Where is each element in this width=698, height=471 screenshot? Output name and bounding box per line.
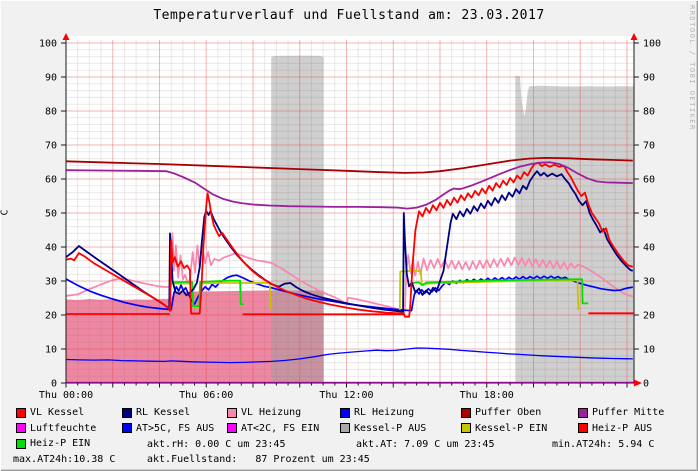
series-heiz-p-ein-line <box>173 279 244 308</box>
y-label-right: 40 <box>643 243 655 254</box>
legend-swatch <box>340 423 350 433</box>
series-puffer-oben-line <box>65 156 633 174</box>
legend-label: VL Kessel <box>30 407 85 418</box>
y-label-right: 60 <box>643 175 655 186</box>
y-label-right: 0 <box>643 379 649 390</box>
area-fuellstand-gray-a <box>271 55 324 383</box>
legend-label: Puffer Oben <box>475 407 542 418</box>
y-label-left: 40 <box>45 243 57 254</box>
y-label-left: 80 <box>45 107 57 118</box>
legend-label: Puffer Mitte <box>592 407 665 418</box>
legend-label: Heiz-P AUS <box>592 422 653 434</box>
graph-title: Temperaturverlauf und Fuellstand am: 23.… <box>153 8 545 23</box>
legend-swatch <box>578 407 588 418</box>
legend-label: Heiz-P EIN <box>30 438 91 449</box>
arrow-up-right <box>630 33 638 40</box>
legend-swatch <box>578 423 588 433</box>
y-label-left: 60 <box>45 175 57 186</box>
y-label-left: 50 <box>45 209 57 220</box>
legend-label: AT>5C, FS AUS <box>136 422 215 434</box>
stat-min-at24h: min.AT24h: 5.94 C <box>552 439 655 450</box>
legend-label: VL Heizung <box>241 407 302 418</box>
rrdtool-watermark: RRDTOOL / TOBI OETIKER <box>688 5 696 131</box>
legend-item-at-2c-fs-ein: AT<2C, FS EIN <box>227 423 319 434</box>
area-fuellstand-gray-b <box>515 75 634 383</box>
x-label: Thu 18:00 <box>460 390 514 401</box>
arrow-right-x <box>634 379 642 387</box>
series-rl-kessel-line <box>65 170 634 313</box>
x-label: Thu 06:00 <box>179 390 233 401</box>
legend-item-puffer-mitte: Puffer Mitte <box>578 407 664 418</box>
legend-item-heiz-p-ein: Heiz-P EIN <box>16 438 90 449</box>
y-label-right: 10 <box>643 345 655 356</box>
legend-item-at-5c-fs-aus: AT>5C, FS AUS <box>122 423 214 434</box>
series-puffer-mitte-line <box>65 161 633 210</box>
y-label-right: 90 <box>643 73 655 84</box>
y-label-right: 80 <box>643 107 655 118</box>
series-vl-kessel-line <box>65 161 634 318</box>
legend-swatch <box>122 423 132 433</box>
legend-label: RL Kessel <box>136 407 191 418</box>
y-label-right: 50 <box>643 209 655 220</box>
legend-swatch <box>227 407 237 418</box>
legend-label: Luftfeuchte <box>30 422 97 434</box>
legend-label: Kessel-P AUS <box>354 422 427 434</box>
stat-fuellstand: akt.Fuellstand: 87 Prozent um 23:45 <box>147 454 370 465</box>
y-label-left: 90 <box>45 73 57 84</box>
y-label-left: 10 <box>45 345 57 356</box>
legend-swatch <box>122 407 132 418</box>
legend-item-kessel-p-ein: Kessel-P EIN <box>461 423 547 434</box>
y-label-left: 100 <box>39 39 57 50</box>
legend-item-vl-kessel: VL Kessel <box>16 407 84 418</box>
y-label-left: 30 <box>45 277 57 288</box>
stat-akt-rh: akt.rH: 0.00 C um 23:45 <box>147 439 286 450</box>
legend-item-heiz-p-aus: Heiz-P AUS <box>578 423 652 434</box>
y-label-left: 20 <box>45 311 57 322</box>
y-label-right: 100 <box>643 39 661 50</box>
legend-label: RL Heizung <box>354 407 415 418</box>
legend-swatch <box>461 423 471 433</box>
legend-item-luftfeuchte: Luftfeuchte <box>16 423 96 434</box>
legend-label: AT<2C, FS EIN <box>241 422 320 434</box>
legend-label: Kessel-P EIN <box>475 422 548 434</box>
x-label: Thu 00:00 <box>39 390 93 401</box>
legend-item-puffer-oben: Puffer Oben <box>461 407 541 418</box>
y-label-left: 0 <box>51 379 57 390</box>
legend-swatch <box>340 407 350 418</box>
y-label-right: 30 <box>643 277 655 288</box>
legend-item-vl-heizung: VL Heizung <box>227 407 301 418</box>
stat-max-at24h: max.AT24h:10.38 C <box>13 454 116 465</box>
legend-swatch <box>16 438 26 449</box>
y-label-left: 70 <box>45 141 57 152</box>
y-axis-unit-label: C <box>0 209 11 216</box>
legend-swatch <box>227 423 237 433</box>
arrow-up-left <box>62 33 70 40</box>
x-label: Thu 12:00 <box>319 390 373 401</box>
y-label-right: 20 <box>643 311 655 322</box>
legend-swatch <box>16 407 26 418</box>
legend-swatch <box>461 407 471 418</box>
series-aussentemperatur-line <box>65 347 633 364</box>
legend-item-rl-kessel: RL Kessel <box>122 407 190 418</box>
legend-swatch <box>16 423 26 433</box>
legend-item-kessel-p-aus: Kessel-P AUS <box>340 423 426 434</box>
legend-item-rl-heizung: RL Heizung <box>340 407 414 418</box>
series-heiz-p-ein-line <box>410 278 589 305</box>
y-label-right: 70 <box>643 141 655 152</box>
stat-akt-at: akt.AT: 7.09 C um 23:45 <box>356 439 495 450</box>
